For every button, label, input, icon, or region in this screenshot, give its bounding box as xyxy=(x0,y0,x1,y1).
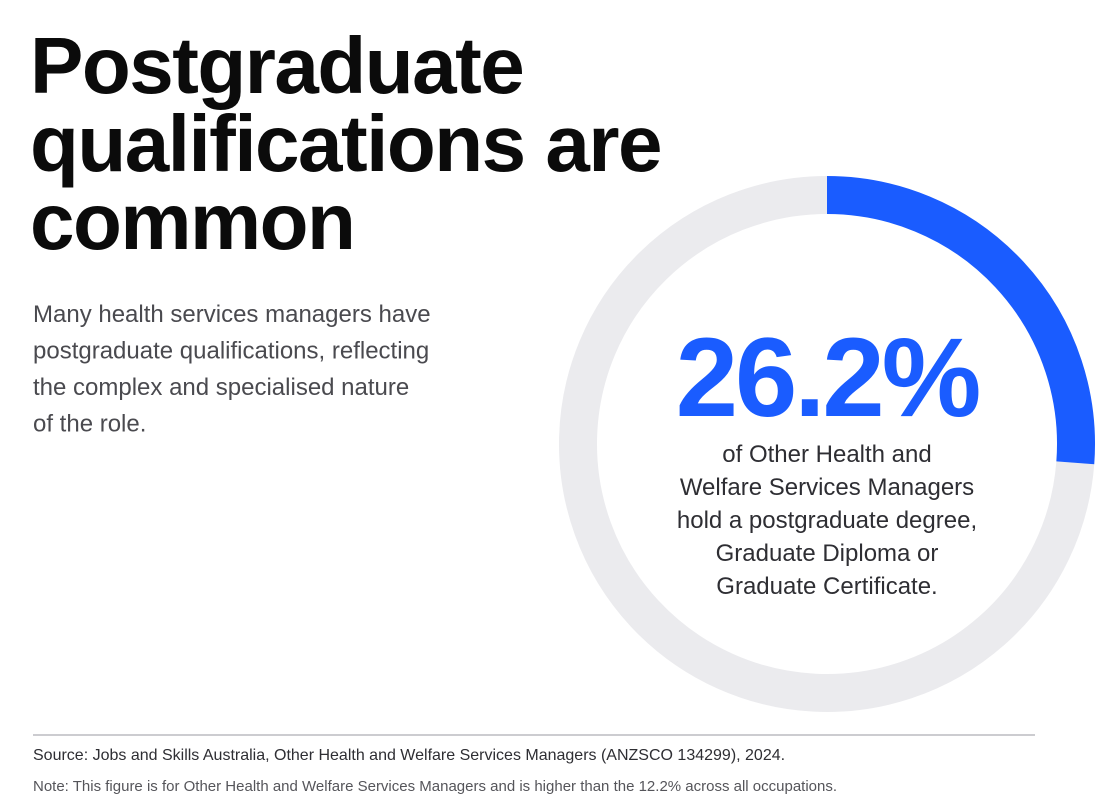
donut-segment xyxy=(826,176,1095,465)
donut-segment xyxy=(559,176,1095,712)
description-line: of the role. xyxy=(33,411,146,438)
title-line: common xyxy=(30,177,354,266)
caption-line: Graduate Certificate. xyxy=(716,573,937,600)
caption-line: hold a postgraduate degree, xyxy=(677,507,977,534)
note: Note: This figure is for Other Health an… xyxy=(33,778,837,795)
source: Source: Jobs and Skills Australia, Other… xyxy=(33,747,785,764)
description-line: Many health services managers have xyxy=(33,301,431,328)
caption-line: of Other Health and xyxy=(722,441,931,468)
caption-line: Graduate Diploma or xyxy=(716,540,939,567)
description-line: the complex and specialised nature xyxy=(33,374,409,401)
title-line: qualifications are xyxy=(30,99,661,188)
value-label: 26.2% xyxy=(676,315,979,440)
description-line: postgraduate qualifications, reflecting xyxy=(33,338,429,365)
title-line: Postgraduate xyxy=(30,21,523,110)
caption-line: Welfare Services Managers xyxy=(680,474,974,501)
